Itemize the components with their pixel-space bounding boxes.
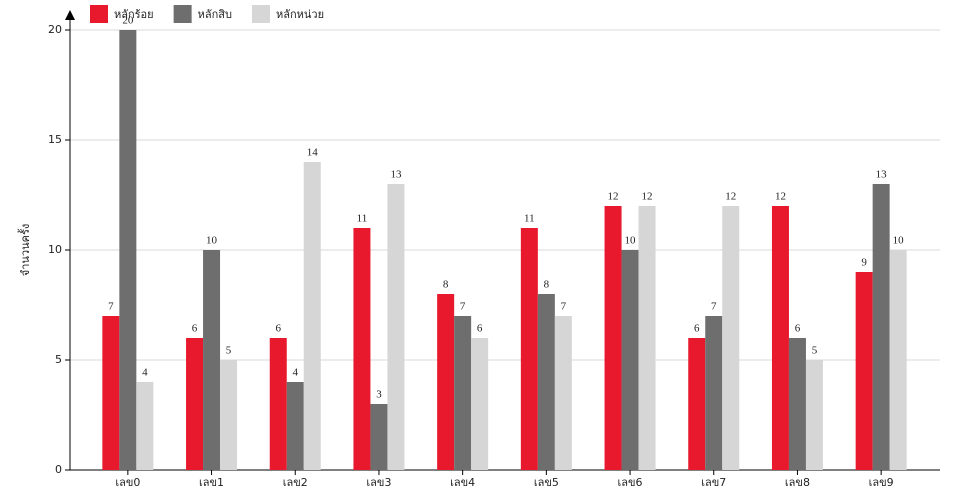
x-tick-label: เลข1 <box>199 476 224 489</box>
y-tick-label: 10 <box>48 243 62 256</box>
value-label: 6 <box>477 323 483 335</box>
value-label: 12 <box>642 191 653 203</box>
value-label: 12 <box>725 191 736 203</box>
value-label: 4 <box>142 367 148 379</box>
legend-swatch <box>90 5 108 23</box>
bar <box>638 206 656 470</box>
value-label: 7 <box>460 301 466 313</box>
bar <box>520 228 538 470</box>
bar <box>119 30 137 470</box>
value-label: 8 <box>443 279 449 291</box>
y-tick-label: 15 <box>48 133 62 146</box>
bar <box>722 206 740 470</box>
x-tick-label: เลข0 <box>115 476 140 489</box>
bar <box>889 250 907 470</box>
x-tick-label: เลข7 <box>701 476 726 489</box>
value-label: 7 <box>711 301 717 313</box>
y-tick-label: 20 <box>48 23 62 36</box>
bar <box>855 272 873 470</box>
bar <box>771 206 789 470</box>
bar <box>353 228 371 470</box>
value-label: 20 <box>122 15 134 27</box>
bar <box>203 250 221 470</box>
legend-swatch <box>173 5 192 23</box>
x-tick-label: เลข9 <box>869 476 894 489</box>
bar <box>788 338 806 470</box>
value-label: 4 <box>293 367 299 379</box>
value-label: 6 <box>795 323 801 335</box>
bar <box>872 184 890 470</box>
bar <box>370 404 388 470</box>
bar <box>186 338 204 470</box>
y-axis-arrow <box>65 10 75 20</box>
bar <box>102 316 120 470</box>
bar <box>454 316 472 470</box>
bar <box>604 206 622 470</box>
value-label: 10 <box>206 235 218 247</box>
bar <box>303 162 321 470</box>
bar <box>537 294 555 470</box>
value-label: 14 <box>307 147 319 159</box>
value-label: 7 <box>108 301 114 313</box>
value-label: 5 <box>812 345 818 357</box>
legend-label: หลักสิบ <box>198 8 232 21</box>
bar <box>387 184 405 470</box>
value-label: 9 <box>861 257 867 269</box>
bar <box>471 338 489 470</box>
legend-label: หลักหน่วย <box>276 8 324 21</box>
x-tick-label: เลข3 <box>366 476 391 489</box>
bar <box>437 294 455 470</box>
y-tick-label: 0 <box>55 463 62 476</box>
x-tick-label: เลข5 <box>534 476 559 489</box>
value-label: 8 <box>544 279 550 291</box>
value-label: 13 <box>390 169 402 181</box>
bar <box>688 338 706 470</box>
value-label: 6 <box>276 323 282 335</box>
x-tick-label: เลข4 <box>450 476 475 489</box>
value-label: 5 <box>226 345 232 357</box>
value-label: 12 <box>775 191 786 203</box>
value-label: 12 <box>608 191 619 203</box>
bar <box>286 382 304 470</box>
legend-label: หลักร้อย <box>114 8 154 21</box>
value-label: 11 <box>524 213 535 225</box>
value-label: 10 <box>625 235 637 247</box>
value-label: 13 <box>876 169 888 181</box>
bar <box>705 316 723 470</box>
value-label: 11 <box>357 213 368 225</box>
bar <box>269 338 287 470</box>
bar <box>621 250 639 470</box>
value-label: 7 <box>561 301 567 313</box>
value-label: 10 <box>893 235 905 247</box>
value-label: 6 <box>694 323 700 335</box>
value-label: 6 <box>192 323 198 335</box>
bar <box>805 360 823 470</box>
x-tick-label: เลข8 <box>785 476 810 489</box>
value-label: 3 <box>376 389 382 401</box>
x-tick-label: เลข2 <box>283 476 308 489</box>
y-tick-label: 5 <box>55 353 62 366</box>
bar <box>220 360 238 470</box>
bar <box>554 316 572 470</box>
bar <box>136 382 154 470</box>
x-tick-label: เลข6 <box>618 476 643 489</box>
legend-swatch <box>251 5 270 23</box>
y-axis-label: จำนวนครั้ง <box>17 224 32 276</box>
